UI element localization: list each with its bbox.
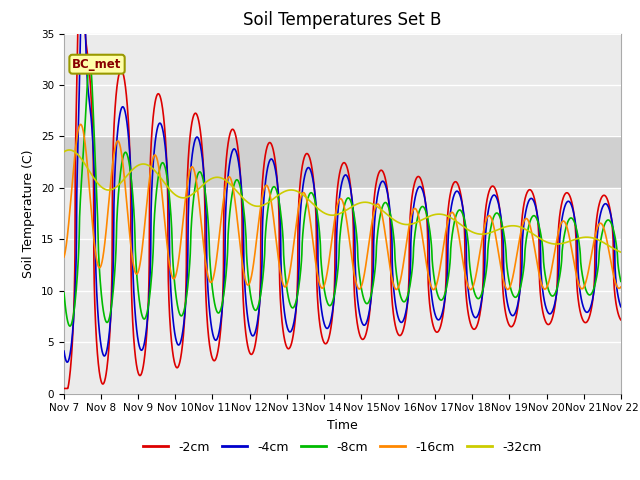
Bar (64, 136, 621, 188)
Y-axis label: Soil Temperature (C): Soil Temperature (C) (22, 149, 35, 278)
Legend: -2cm, -4cm, -8cm, -16cm, -32cm: -2cm, -4cm, -8cm, -16cm, -32cm (138, 436, 547, 459)
Title: Soil Temperatures Set B: Soil Temperatures Set B (243, 11, 442, 29)
X-axis label: Time: Time (327, 419, 358, 432)
Text: BC_met: BC_met (72, 58, 122, 71)
